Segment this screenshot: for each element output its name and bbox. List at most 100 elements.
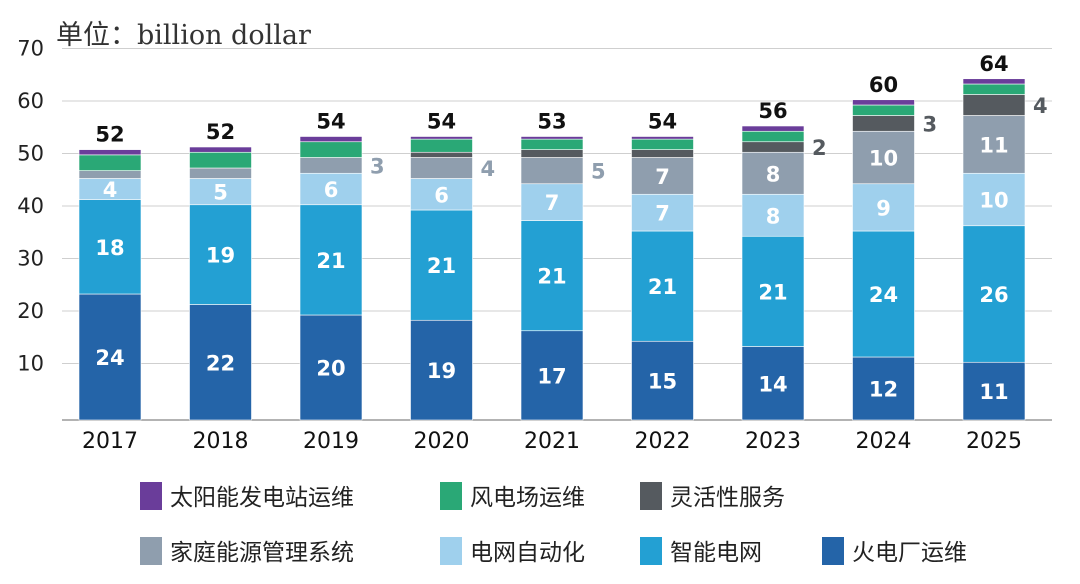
segment-label-2024-s2: 9	[876, 196, 891, 220]
segment-label-2019-s1: 21	[316, 249, 345, 273]
legend-label-1-3: 火电厂运维	[852, 540, 967, 566]
bar-segment-2020-s3	[410, 157, 473, 179]
bar-segment-2018-s3	[189, 167, 252, 179]
legend-item-1-3: 火电厂运维	[822, 537, 967, 566]
bar-segment-2022-s4	[631, 149, 694, 158]
segment-label-2024-s0: 12	[869, 378, 898, 402]
bar-segment-2019-s5	[299, 141, 363, 158]
bar-segment-2022-s0	[631, 340, 694, 421]
bar-segment-2024-s6	[852, 99, 915, 106]
bar-segment-2021-s2	[520, 183, 584, 221]
bar-segment-2023-s3	[741, 151, 805, 195]
segment-side-label-2019-s3: 3	[370, 154, 385, 178]
bar-segment-2019-s6	[299, 136, 363, 143]
total-label-2019: 54	[316, 110, 345, 134]
segment-side-label-2025-s4: 4	[1033, 94, 1048, 118]
segment-label-2022-s0: 15	[648, 370, 677, 394]
bar-segment-2022-s5	[631, 138, 694, 150]
bar-segment-2020-s6	[410, 136, 473, 140]
segment-label-2021-s2: 7	[545, 191, 560, 215]
bar-segment-2018-s0	[189, 304, 252, 421]
bar-segment-2022-s1	[631, 230, 694, 342]
bar-segment-2024-s1	[852, 230, 915, 358]
segment-label-2023-s3: 8	[766, 162, 781, 186]
total-label-2021: 53	[537, 110, 566, 134]
legend-label-1-0: 家庭能源管理系统	[170, 540, 354, 566]
bar-segment-2024-s3	[852, 130, 915, 185]
x-tick-2020: 2020	[414, 429, 470, 454]
segment-label-2020-s2: 6	[434, 183, 449, 207]
bars	[78, 78, 1026, 421]
bar-segment-2025-s0	[962, 361, 1026, 421]
segment-label-2018-s1: 19	[206, 244, 235, 268]
bar-segment-2021-s0	[520, 330, 584, 421]
y-tick-50: 50	[17, 142, 44, 166]
bar-segment-2025-s5	[962, 83, 1026, 95]
total-label-2024: 60	[869, 73, 898, 97]
segment-labels: 2418452221955220216354192164541721755315…	[95, 52, 1047, 404]
legend-item-0-0: 太阳能发电站运维	[140, 482, 354, 511]
total-label-2022: 54	[648, 110, 677, 134]
legend-item-0-2: 灵活性服务	[640, 482, 785, 511]
segment-label-2023-s0: 14	[758, 372, 787, 396]
legend-swatch-1-2	[640, 537, 662, 565]
bar-segment-2024-s0	[852, 356, 915, 421]
y-axis-ticks: 10 20 30 40 50 60 70	[17, 37, 44, 376]
segment-label-2023-s1: 21	[758, 280, 787, 304]
segment-label-2020-s1: 21	[427, 254, 456, 278]
segment-side-label-2020-s3: 4	[481, 157, 496, 181]
segment-label-2023-s2: 8	[766, 204, 781, 228]
y-tick-10: 10	[17, 352, 44, 376]
total-label-2017: 52	[95, 123, 124, 147]
bar-segment-2020-s0	[410, 319, 473, 421]
bar-segment-2020-s5	[410, 138, 473, 153]
y-tick-20: 20	[17, 299, 44, 323]
bar-segment-2019-s0	[299, 314, 363, 421]
bar-segment-2021-s1	[520, 220, 584, 332]
legend-label-0-2: 灵活性服务	[670, 485, 785, 511]
bar-segment-2024-s4	[852, 115, 915, 132]
bar-segment-2023-s6	[741, 125, 805, 132]
segment-label-2020-s0: 19	[427, 359, 456, 383]
x-tick-2024: 2024	[856, 429, 912, 454]
bar-segment-2024-s2	[852, 183, 915, 232]
bar-segment-2020-s1	[410, 209, 473, 321]
bar-segment-2018-s2	[189, 178, 252, 206]
segment-side-label-2024-s4: 3	[923, 112, 938, 136]
segment-label-2025-s0: 11	[979, 380, 1008, 404]
x-tick-2019: 2019	[303, 429, 359, 454]
segment-label-2017-s2: 4	[103, 178, 118, 202]
segment-label-2017-s0: 24	[95, 346, 124, 370]
bar-segment-2020-s2	[410, 178, 473, 211]
bar-segment-2017-s5	[78, 154, 142, 171]
segment-label-2022-s2: 7	[655, 202, 670, 226]
y-tick-40: 40	[17, 194, 44, 218]
bar-segment-2019-s3	[299, 157, 363, 174]
bar-segment-2019-s1	[299, 204, 363, 316]
bar-segment-2023-s2	[741, 193, 805, 237]
bar-segment-2021-s5	[520, 138, 584, 150]
segment-label-2021-s1: 21	[537, 265, 566, 289]
segment-label-2025-s3: 11	[979, 133, 1008, 157]
bar-segment-2017-s0	[78, 293, 142, 421]
legend-label-1-2: 智能电网	[670, 540, 762, 566]
legend-item-1-2: 智能电网	[640, 537, 762, 566]
legend-swatch-0-1	[440, 482, 462, 510]
bar-segment-2019-s2	[299, 172, 363, 206]
legend-swatch-0-2	[640, 482, 662, 510]
segment-side-label-2023-s4: 2	[812, 136, 827, 160]
bar-segment-2025-s2	[962, 172, 1026, 227]
legend-label-0-1: 风电场运维	[470, 485, 585, 511]
segment-label-2024-s3: 10	[869, 147, 898, 171]
total-label-2020: 54	[427, 110, 456, 134]
bar-segment-2018-s1	[189, 204, 252, 305]
segment-label-2022-s3: 7	[655, 165, 670, 189]
bar-segment-2017-s6	[78, 149, 142, 156]
bar-segment-2018-s5	[189, 151, 252, 169]
segment-label-2017-s1: 18	[95, 236, 124, 260]
bar-segment-2022-s3	[631, 157, 694, 195]
bar-segment-2021-s3	[520, 157, 584, 185]
segment-label-2024-s1: 24	[869, 283, 898, 307]
